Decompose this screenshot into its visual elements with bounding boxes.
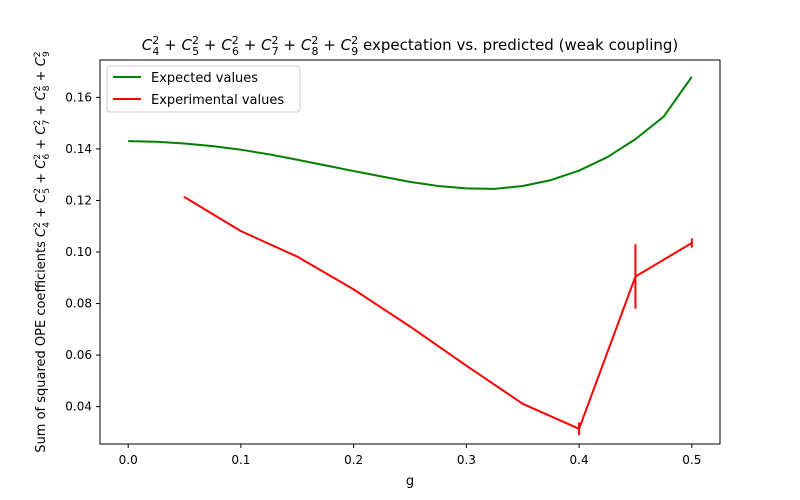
y-tick-label: 0.06 (65, 348, 92, 362)
y-tick-label: 0.16 (65, 90, 92, 104)
legend-label-expected: Expected values (151, 71, 258, 86)
legend-box (106, 65, 301, 113)
plot-background (100, 60, 720, 444)
series-layer (128, 76, 693, 436)
x-axis: 0.0 0.1 0.2 0.3 0.4 0.5 (119, 444, 701, 467)
x-tick-label: 0.5 (682, 453, 701, 467)
legend-label-experimental: Experimental values (151, 93, 284, 108)
legend: Expected values Experimental values (106, 65, 301, 113)
series-line-experimental (184, 196, 693, 430)
y-tick-label: 0.04 (65, 400, 92, 414)
y-tick-label: 0.08 (65, 297, 92, 311)
x-tick-label: 0.4 (570, 453, 589, 467)
y-tick-label: 0.10 (65, 245, 92, 259)
y-tick-label: 0.14 (65, 142, 92, 156)
y-axis-label: Sum of squared OPE coefficients C24​ + C… (33, 51, 52, 453)
series-line-expected (128, 76, 693, 190)
y-axis: 0.04 0.06 0.08 0.10 0.12 0.14 0.16 (65, 90, 100, 414)
y-tick-label: 0.12 (65, 193, 92, 207)
x-tick-label: 0.0 (119, 453, 138, 467)
x-tick-label: 0.1 (231, 453, 250, 467)
chart-title: C24​ + C25​ + C26​ + C27​ + C28​ + C29​ … (142, 34, 679, 58)
x-axis-label: g (406, 474, 414, 489)
plot-area (99, 59, 721, 445)
x-tick-label: 0.2 (344, 453, 363, 467)
x-tick-label: 0.3 (457, 453, 476, 467)
